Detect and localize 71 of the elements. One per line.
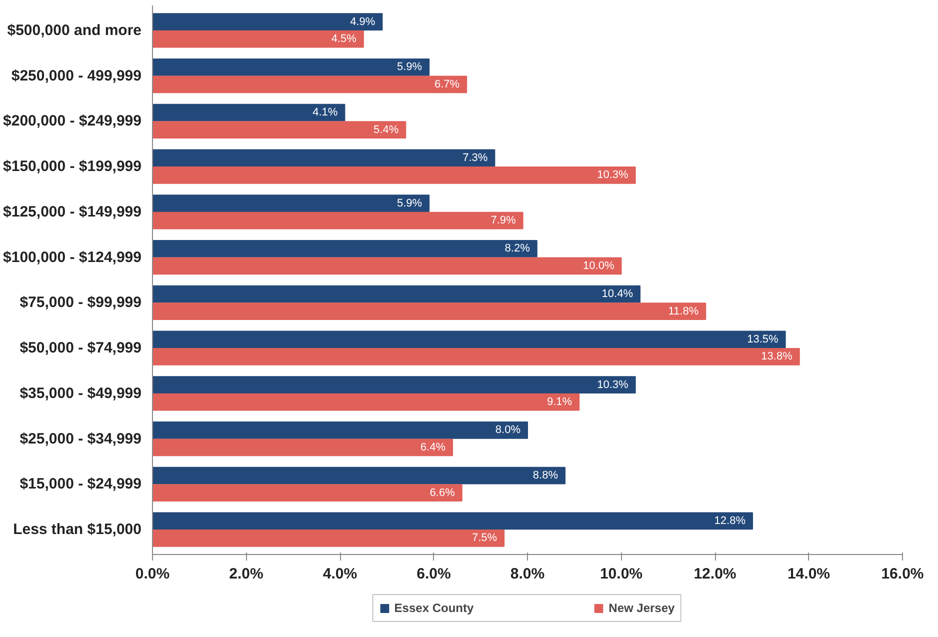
bar [152,393,580,411]
legend-label: Essex County [394,600,474,614]
bar [152,104,346,122]
bar [152,194,430,212]
bar [152,240,538,258]
bar [152,438,453,456]
data-label: 5.9% [396,61,422,74]
x-tick-label: 4.0% [322,566,358,582]
bar [152,212,524,230]
y-tick-label: $125,000 - $149,999 [3,203,142,220]
y-tick-label: Less than $15,000 [13,521,142,538]
data-label: 13.5% [747,333,778,346]
bar [152,121,406,139]
bar [152,348,800,366]
data-label: 6.4% [420,441,446,454]
data-label: 10.3% [597,378,628,391]
data-label: 8.0% [495,424,521,436]
x-tick-label: 8.0% [510,566,545,582]
data-label: 5.9% [396,197,422,210]
bar [152,166,636,184]
data-label: 9.1% [546,396,572,408]
x-tick-label: 12.0% [694,566,736,582]
x-tick-label: 6.0% [416,566,451,582]
x-tick-label: 14.0% [787,566,830,582]
data-label: 13.8% [761,350,793,363]
x-tick-label: 10.0% [600,566,643,582]
bar [152,330,786,348]
y-tick-label: $25,000 - $34,999 [20,430,142,448]
bar [152,376,636,394]
bar [152,512,753,530]
y-tick-label: $150,000 - $199,999 [3,158,142,176]
y-tick-label: $50,000 - $74,999 [20,340,142,357]
bar [152,76,468,94]
bar [152,58,430,76]
data-label: 12.8% [714,514,746,527]
legend-label: New Jersey [608,600,675,614]
data-label: 7.3% [462,152,488,164]
bar [152,466,566,484]
bar [152,421,528,439]
x-tick-label: 16.0% [881,566,924,582]
bar [152,302,706,320]
bar [152,13,383,31]
bar [152,285,640,303]
y-tick-label: $75,000 - $99,999 [20,294,142,312]
data-label: 4.1% [312,106,338,119]
y-tick-label: $15,000 - $24,999 [20,476,142,493]
data-label: 11.8% [668,305,699,318]
y-tick-label: $500,000 and more [7,22,142,39]
data-label: 8.2% [504,242,530,255]
data-label: 5.4% [374,124,399,136]
y-tick-label: $35,000 - $49,999 [20,384,142,402]
x-tick-label: 0.0% [135,566,170,582]
y-tick-label: $100,000 - $124,999 [3,248,142,266]
data-label: 10.4% [602,288,634,300]
data-label: 10.0% [583,260,614,272]
x-tick-label: 2.0% [229,566,264,582]
data-label: 8.8% [532,470,558,482]
data-label: 4.9% [350,16,376,28]
bar [152,30,364,48]
data-label: 7.9% [490,214,516,227]
bar [152,484,462,502]
data-label: 4.5% [331,33,357,46]
bar [152,529,505,547]
data-label: 10.3% [597,169,628,182]
data-label: 6.6% [430,486,456,499]
bar [152,257,622,275]
y-tick-label: $250,000 - 499,999 [11,67,142,84]
data-label: 7.5% [472,532,498,544]
data-label: 6.7% [434,78,460,90]
y-tick-label: $200,000 - $249,999 [3,112,142,130]
bar [152,149,496,167]
